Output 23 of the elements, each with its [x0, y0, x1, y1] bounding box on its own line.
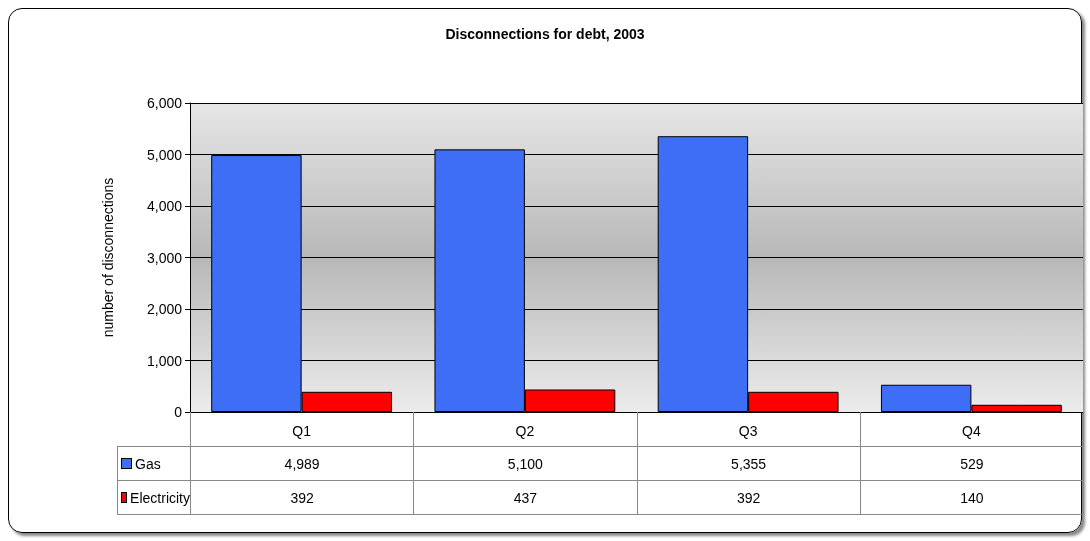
data-label: 5,355 — [636, 446, 861, 481]
y-tick-label: 0 — [174, 404, 183, 420]
data-label: 140 — [859, 480, 1084, 515]
legend-label: Electricity — [130, 489, 190, 506]
y-tick-label: 2,000 — [146, 301, 183, 317]
data-label: 529 — [859, 446, 1084, 481]
data-label: 5,100 — [413, 446, 638, 481]
x-tick-label: Q1 — [292, 423, 312, 439]
y-tick-label: 1,000 — [146, 352, 183, 369]
chart-title: Disconnections for debt, 2003 — [445, 26, 645, 42]
data-label: 392 — [190, 480, 415, 515]
y-tick-label: 3,000 — [146, 249, 183, 266]
x-tick-label: Q2 — [515, 423, 535, 439]
y-axis-title: number of disconnections — [100, 177, 116, 338]
y-tick-label: 4,000 — [146, 198, 183, 214]
x-tick-label: Q3 — [738, 423, 758, 439]
data-label: 4,989 — [190, 446, 415, 481]
data-label: 437 — [413, 480, 638, 515]
x-tick-label: Q4 — [962, 423, 981, 439]
data-label: 392 — [636, 480, 861, 515]
legend-label: Gas — [135, 455, 161, 472]
y-tick-label: 6,000 — [146, 95, 183, 111]
y-tick-label: 5,000 — [146, 146, 183, 163]
